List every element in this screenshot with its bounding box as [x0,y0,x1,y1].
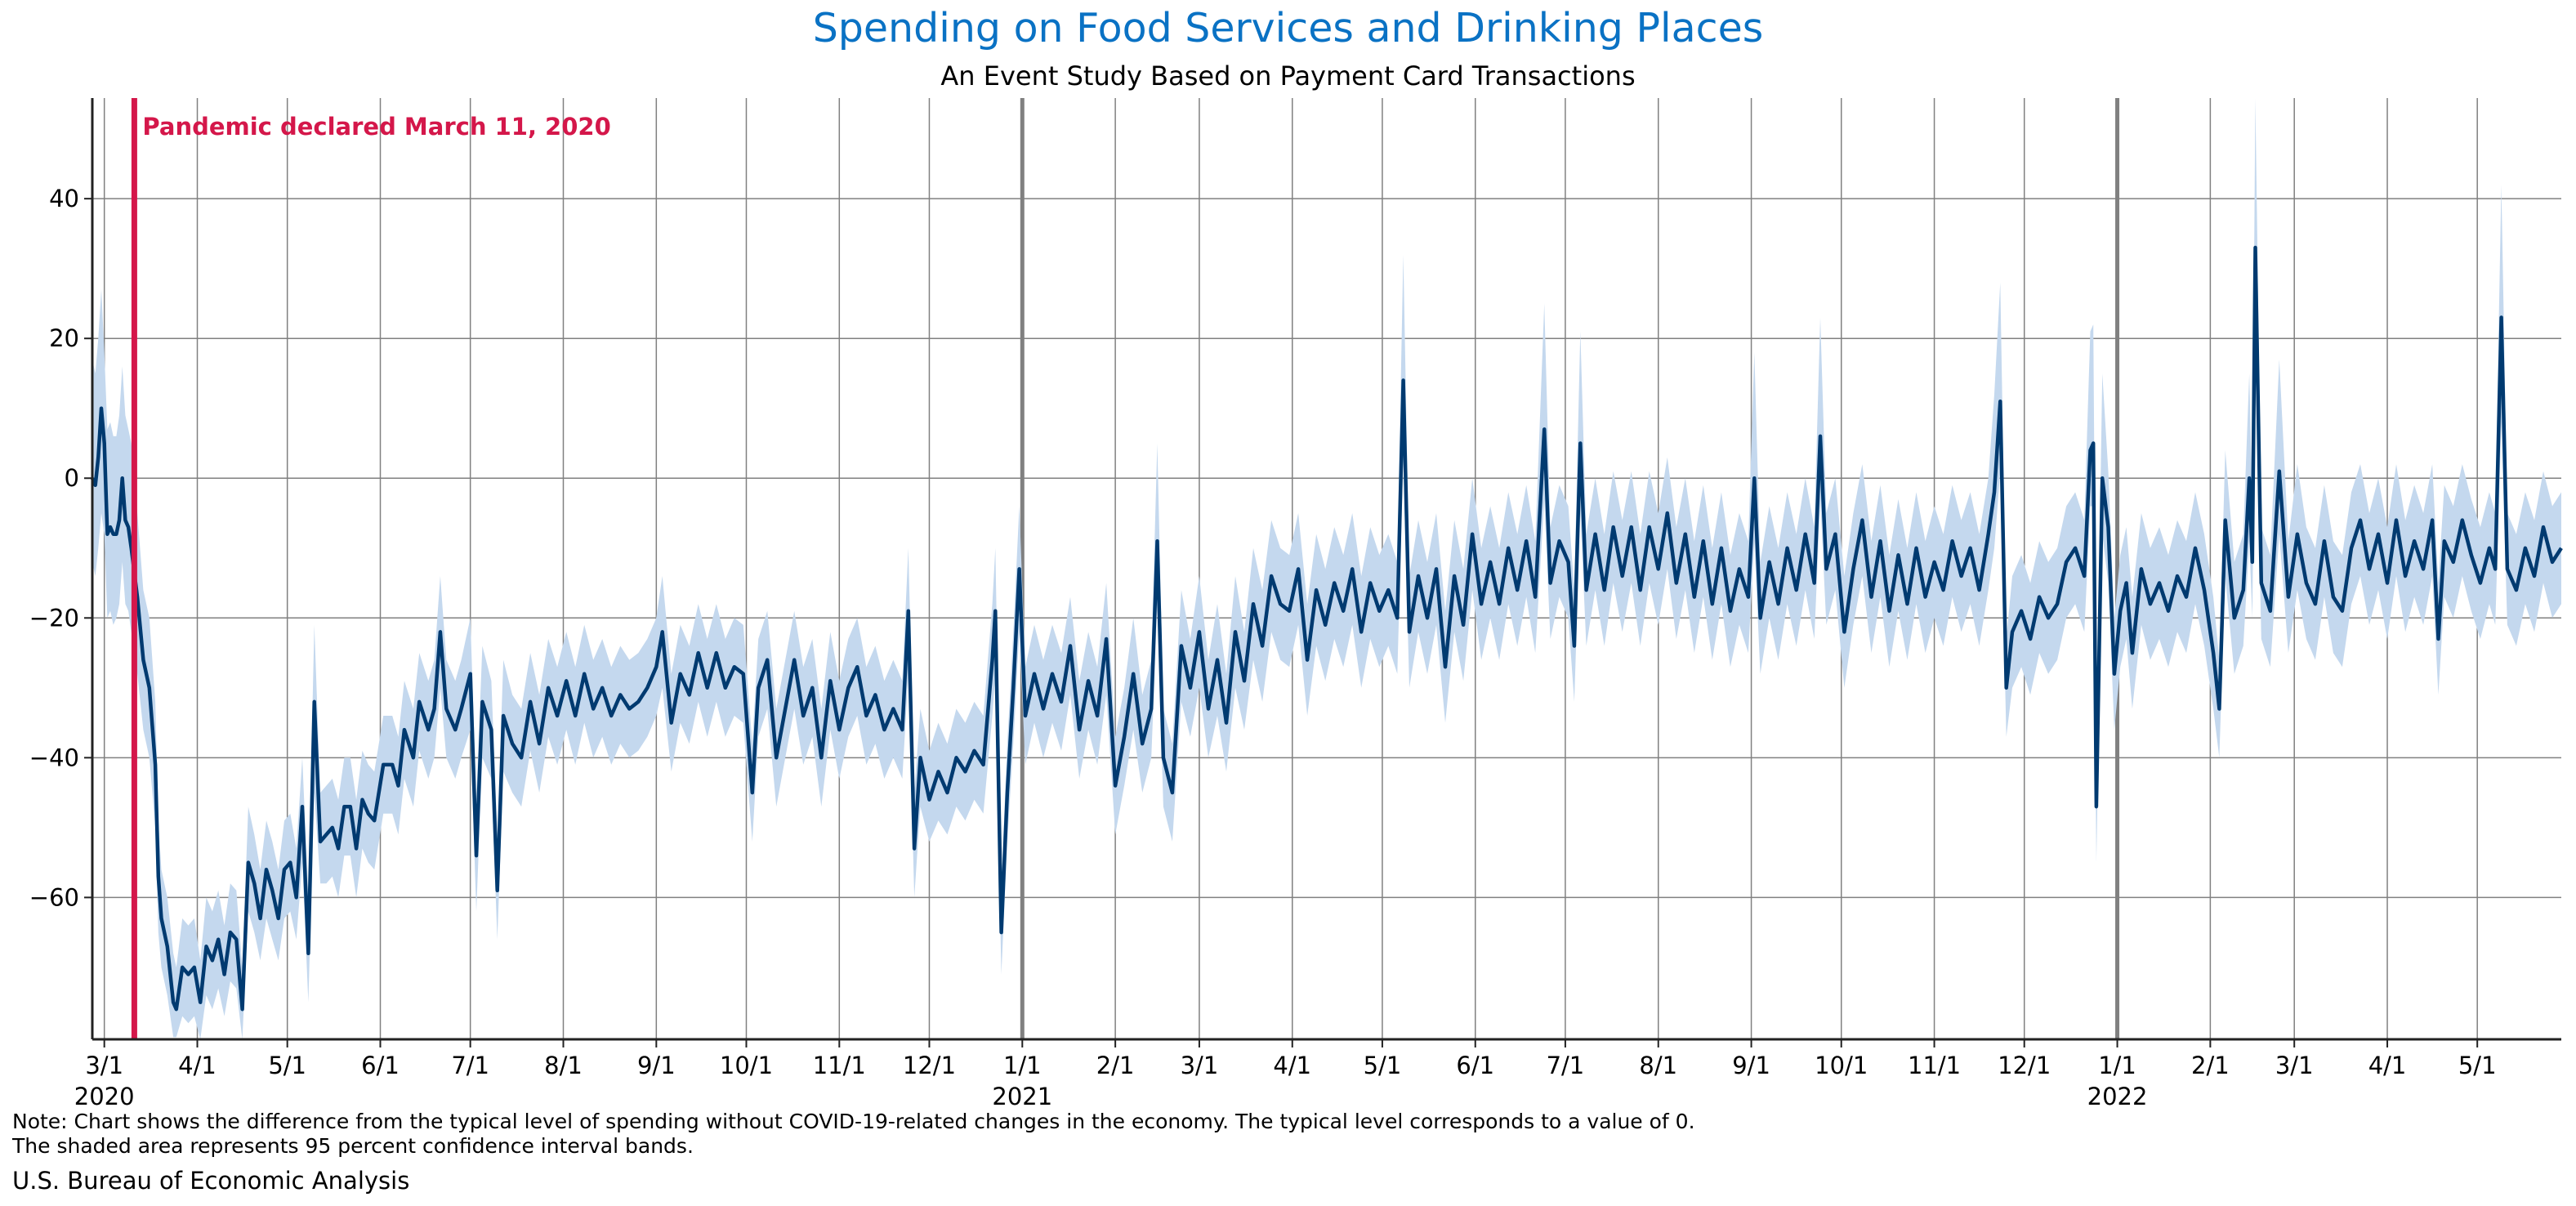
series-line-estimate [90,245,2563,1012]
x-tick-label: 7/1 [451,1052,489,1079]
x-tick-label: 5/1 [2458,1052,2497,1079]
x-tick-label: 5/1 [1364,1052,1402,1079]
x-tick-labels: 3/1 2020 4/1 5/1 6/1 7/1 8/1 9/1 10/1 11/1 12/1 1/1… [74,1039,2497,1110]
x-tick-label: 3/1 [2275,1052,2314,1079]
y-tick-labels: 40 20 0 −20 −40 −60 [29,185,92,911]
x-tick-label: 6/1 [361,1052,400,1079]
x-tick-label: 12/1 [903,1052,956,1079]
x-tick-label: 8/1 [544,1052,583,1079]
x-tick-label: 1/1 [1003,1052,1042,1079]
x-tick-label: 5/1 [268,1052,306,1079]
confidence-band [92,98,2561,1039]
y-tick-label: −20 [29,604,79,632]
axes [91,98,2561,1041]
chart-title: Spending on Food Services and Drinking P… [812,5,1764,51]
note-line-1: Note: Chart shows the difference from th… [12,1110,1695,1133]
event-line-layer: Pandemic declared March 11, 2020 [131,98,611,1039]
x-tick-label: 3/1 [1181,1052,1219,1079]
x-tick-label: 7/1 [1547,1052,1585,1079]
pandemic-annotation: Pandemic declared March 11, 2020 [142,113,610,141]
x-year-label: 2022 [2087,1083,2148,1110]
y-tick-label: −60 [29,883,79,911]
x-tick-label: 9/1 [637,1052,676,1079]
y-tick-label: 20 [49,324,79,352]
x-tick-label: 4/1 [178,1052,217,1079]
y-tick-label: 0 [65,464,79,492]
x-tick-label: 10/1 [720,1052,773,1079]
x-tick-label: 12/1 [1998,1052,2051,1079]
x-tick-label: 2/1 [1096,1052,1135,1079]
y-tick-label: 40 [49,185,79,212]
chart-subtitle: An Event Study Based on Payment Card Tra… [940,60,1636,92]
series-line-layer [90,245,2563,1012]
x-tick-label: 10/1 [1815,1052,1868,1079]
x-tick-label: 11/1 [813,1052,866,1079]
x-tick-label: 2/1 [2191,1052,2230,1079]
source-credit: U.S. Bureau of Economic Analysis [12,1167,410,1195]
y-tick-label: −40 [29,744,79,771]
x-tick-label: 6/1 [1456,1052,1494,1079]
confidence-band-layer [92,98,2561,1039]
x-tick-label: 3/1 [85,1052,123,1079]
x-gridlines [103,98,2478,1039]
x-tick-label: 9/1 [1732,1052,1770,1079]
chart-note: Note: Chart shows the difference from th… [12,1110,1695,1159]
x-tick-label: 8/1 [1639,1052,1677,1079]
x-tick-label: 4/1 [1273,1052,1311,1079]
x-year-label: 2020 [74,1083,135,1110]
x-year-label: 2021 [992,1083,1052,1110]
x-tick-label: 11/1 [1908,1052,1961,1079]
x-tick-label: 4/1 [2368,1052,2407,1079]
note-line-2: The shaded area represents 95 percent co… [12,1134,694,1158]
x-tick-label: 1/1 [2098,1052,2136,1079]
